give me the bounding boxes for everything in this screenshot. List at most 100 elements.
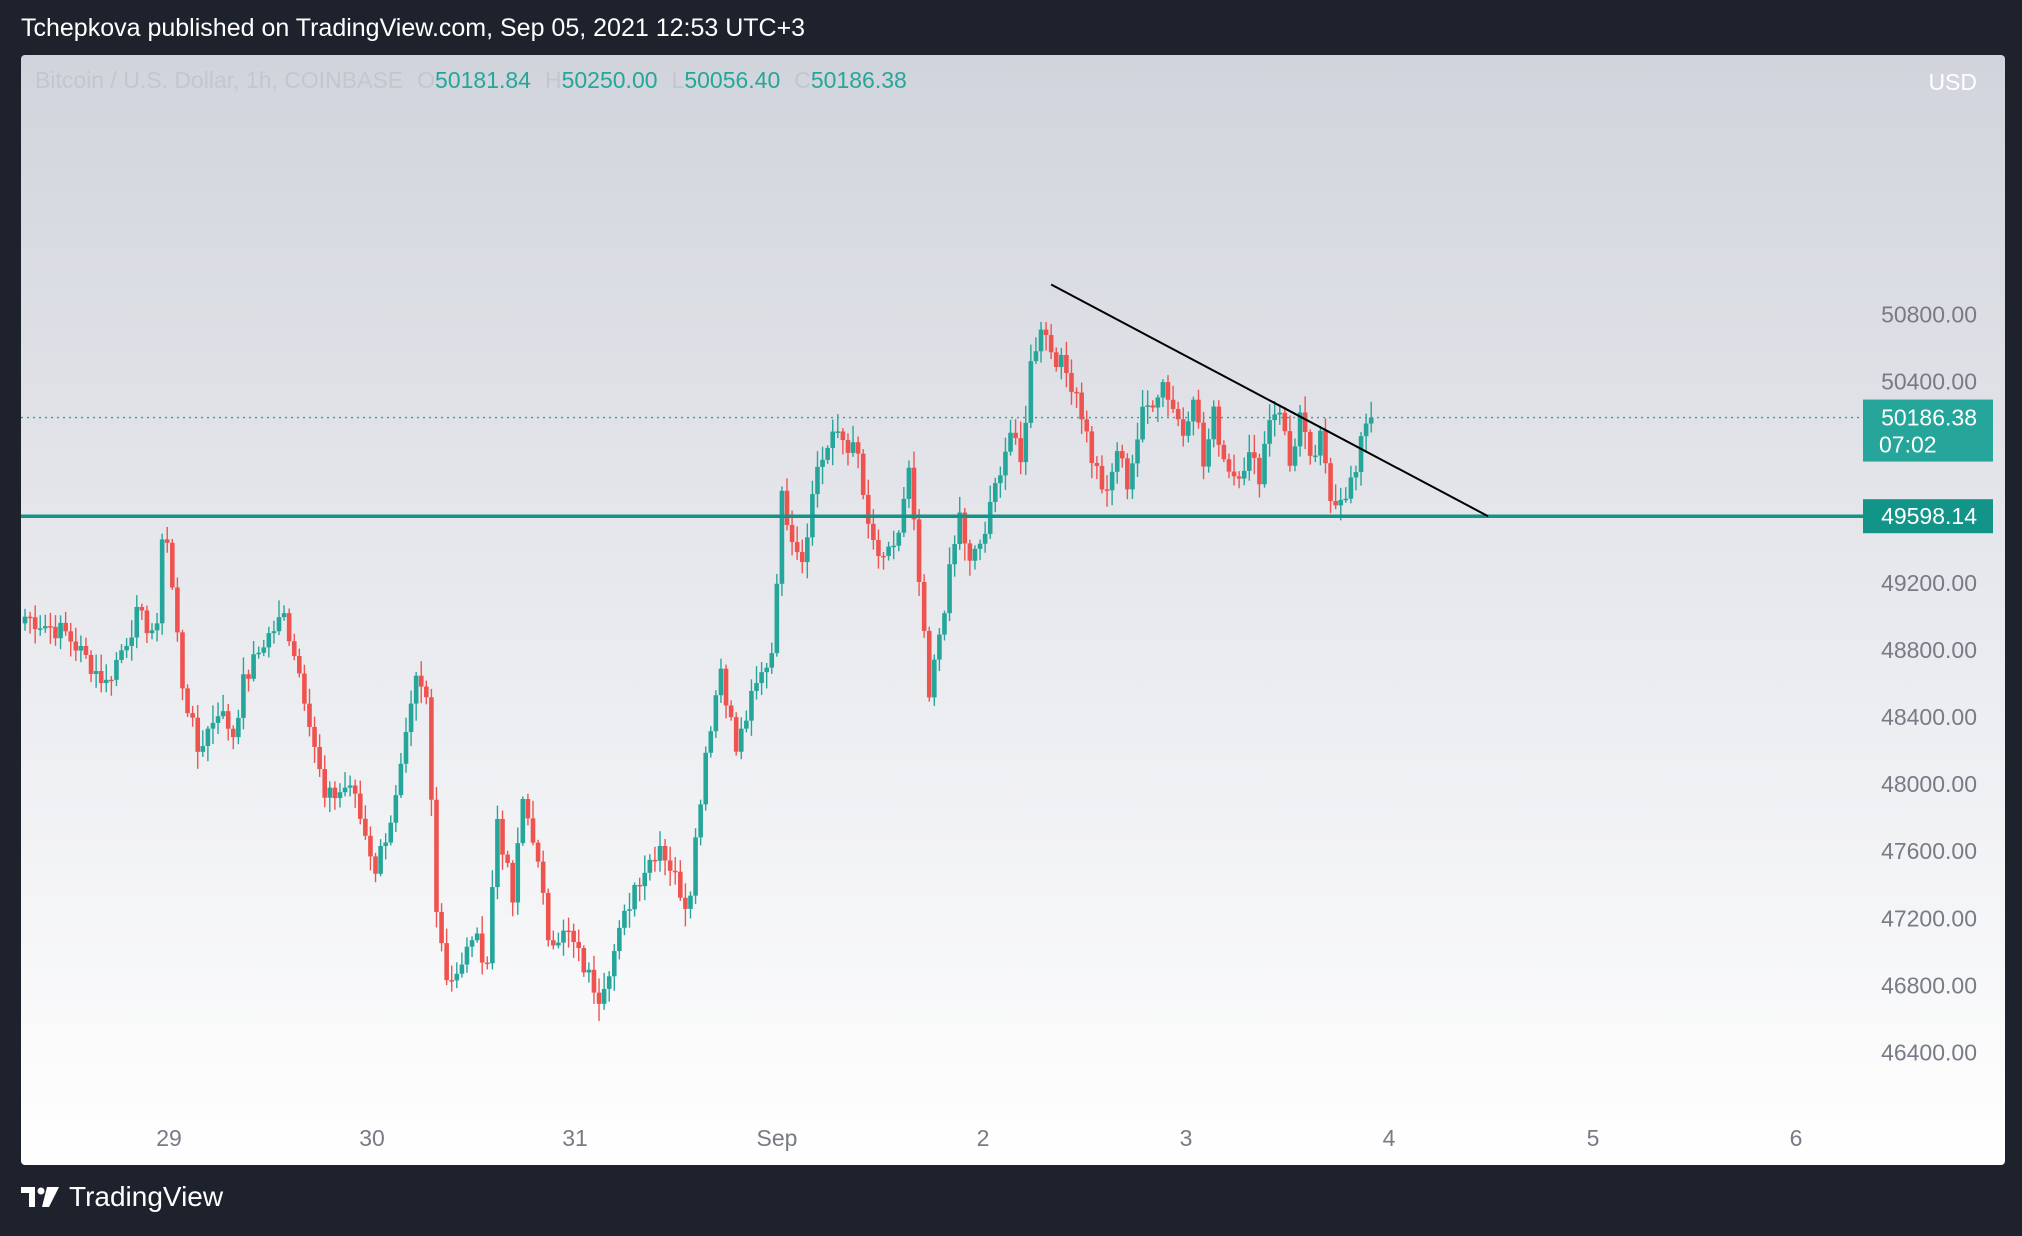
candle-body <box>896 532 902 546</box>
candle-body <box>535 842 541 862</box>
tradingview-brand[interactable]: TradingView <box>21 1181 223 1213</box>
candle <box>779 486 785 596</box>
candle <box>1170 385 1176 413</box>
time-axis[interactable]: 29 30 31 Sep 2 3 4 5 6 <box>156 1125 1802 1151</box>
price-tick-label: 47200.00 <box>1881 905 1977 931</box>
candle <box>617 920 622 960</box>
candle-body <box>830 431 836 448</box>
candle <box>1252 434 1257 475</box>
candle-body <box>876 539 881 556</box>
price-chart[interactable]: 46400.00 46800.00 47200.00 47600.00 48000.00… <box>21 55 2005 1165</box>
candle-body <box>43 626 48 629</box>
candle-body <box>124 645 129 651</box>
candle <box>1297 404 1303 457</box>
price-axis-area[interactable] <box>1867 55 2005 1165</box>
trend-line[interactable] <box>1050 283 1489 518</box>
candle <box>733 712 739 756</box>
candle-body <box>784 490 790 525</box>
candle-body <box>63 622 68 632</box>
support-price-value: 49598.14 <box>1881 503 1977 529</box>
candle <box>337 783 343 808</box>
candle <box>1186 411 1191 443</box>
candle-body <box>98 671 104 684</box>
candle-body <box>78 645 84 651</box>
candle-body <box>540 861 546 893</box>
candle <box>68 622 74 657</box>
candle <box>794 526 800 560</box>
candle <box>952 535 957 577</box>
candle <box>840 428 846 455</box>
candle <box>505 850 510 868</box>
chart-panel[interactable]: 46400.00 46800.00 47200.00 47600.00 48000.00… <box>21 55 2005 1165</box>
candle <box>1272 401 1277 437</box>
candle <box>1323 418 1328 474</box>
candle <box>1119 444 1125 468</box>
candle <box>998 466 1003 498</box>
candle-body <box>921 581 927 631</box>
candle-body <box>439 911 444 944</box>
candle <box>606 971 612 1002</box>
candle <box>1313 444 1318 463</box>
candle-body <box>586 969 592 973</box>
candle-body <box>825 447 830 460</box>
candle <box>1196 389 1201 429</box>
candle <box>937 627 942 672</box>
candle <box>1348 465 1354 504</box>
candle <box>408 690 414 747</box>
candle-body <box>1338 499 1344 506</box>
candle <box>48 612 53 644</box>
candle-body <box>891 545 896 548</box>
candle-body <box>200 745 206 752</box>
candle <box>1089 426 1095 479</box>
candle-body <box>225 711 231 729</box>
candle <box>459 952 465 978</box>
candle-body <box>1257 457 1262 485</box>
candle <box>992 477 998 513</box>
candle <box>398 752 404 798</box>
candle <box>159 533 165 635</box>
chart-background <box>21 55 2005 1165</box>
symbol-legend[interactable]: Bitcoin / U.S. Dollar, 1h, COINBASE O5018… <box>35 67 907 94</box>
candle <box>749 679 754 736</box>
candle <box>1145 390 1150 424</box>
currency-label[interactable]: USD <box>1928 69 1977 95</box>
candle <box>200 730 206 757</box>
candle-body <box>322 769 328 798</box>
candle <box>886 541 891 561</box>
candle-body <box>865 494 871 524</box>
candle <box>891 530 896 560</box>
candle-body <box>424 686 429 698</box>
candle-body <box>916 519 922 582</box>
candle-body <box>911 467 917 520</box>
candle-body <box>566 930 571 933</box>
candle <box>352 779 358 808</box>
candle <box>1064 341 1069 388</box>
candle <box>957 496 963 550</box>
candle-body <box>728 705 734 718</box>
candle-body <box>860 453 866 495</box>
candle <box>342 772 348 797</box>
candle <box>236 709 241 745</box>
candle <box>672 856 678 885</box>
candle-body <box>627 909 632 911</box>
candle <box>571 923 576 958</box>
price-axis[interactable]: 46400.00 46800.00 47200.00 47600.00 48000.00… <box>1867 55 2005 1165</box>
candle-body <box>342 787 348 793</box>
candle <box>103 664 109 693</box>
candle <box>942 610 947 641</box>
candle <box>556 932 561 949</box>
candle <box>637 877 642 902</box>
candle <box>291 633 297 661</box>
candle <box>545 888 551 947</box>
candle <box>535 839 541 868</box>
candle-body <box>754 683 759 691</box>
candle-body <box>139 606 145 611</box>
candle-body <box>388 822 394 843</box>
candle <box>114 652 119 687</box>
candle-body <box>1069 373 1074 392</box>
candle <box>154 612 160 642</box>
candle-body <box>58 622 63 639</box>
candle <box>1150 400 1156 412</box>
candle <box>1018 421 1023 475</box>
candle <box>302 664 307 711</box>
